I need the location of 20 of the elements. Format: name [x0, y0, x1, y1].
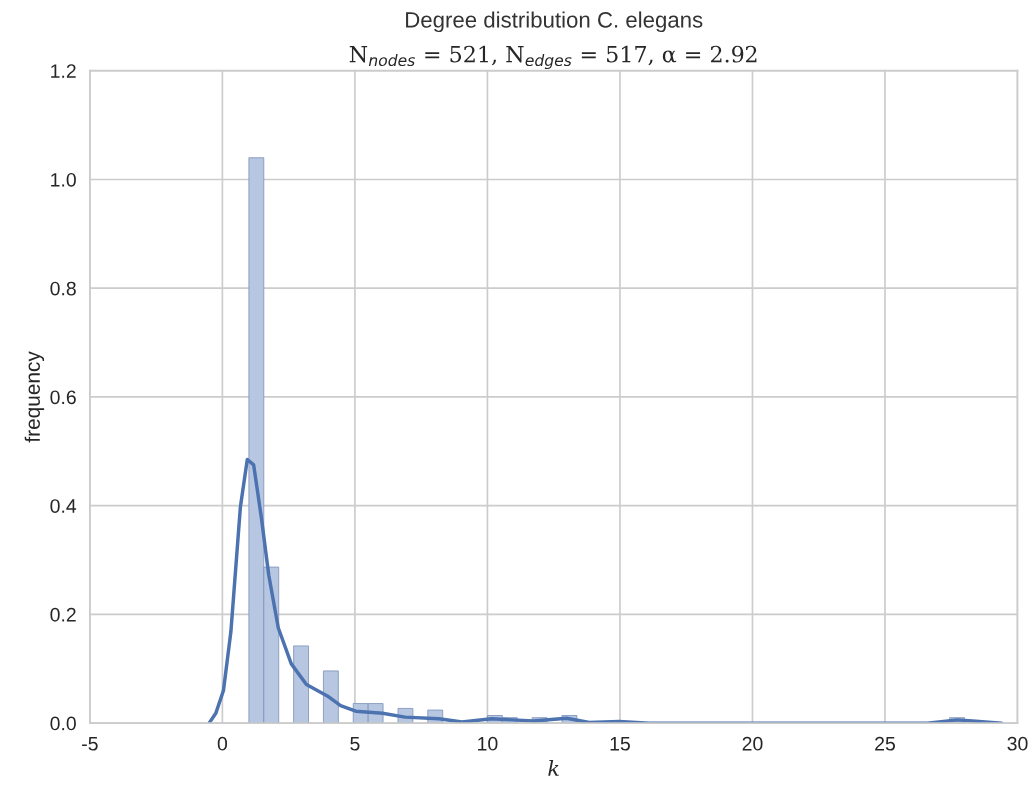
y-tick-label: 0.8	[50, 281, 76, 296]
x-tick-label: -5	[82, 737, 98, 751]
chart-title: Degree distribution C. elegans	[406, 11, 703, 33]
y-tick-label: 0.6	[50, 390, 76, 405]
x-tick-label: 15	[610, 737, 630, 751]
y-tick-label: 0.0	[50, 716, 76, 731]
x-tick-label: 20	[742, 736, 763, 751]
y-tick-label: 1.0	[51, 172, 76, 187]
x-tick-label: 30	[1007, 736, 1028, 751]
chart-subtitle: N$_{nodes}$ = 521, N$_{edges}$ = 517, α = 2.92	[349, 45, 757, 70]
y-axis-title: frequency	[24, 351, 45, 443]
y-tick-label: 0.4	[50, 499, 77, 513]
x-tick-label: 25	[875, 736, 895, 751]
x-tick-label: 0	[217, 736, 228, 751]
line-series	[207, 457, 1004, 724]
x-axis-title: k	[548, 760, 559, 776]
y-tick-label: 0.2	[50, 607, 76, 622]
y-tick-label: 1.2	[51, 64, 76, 78]
x-tick-label: 5	[350, 737, 360, 751]
x-tick-label: 10	[478, 736, 498, 751]
